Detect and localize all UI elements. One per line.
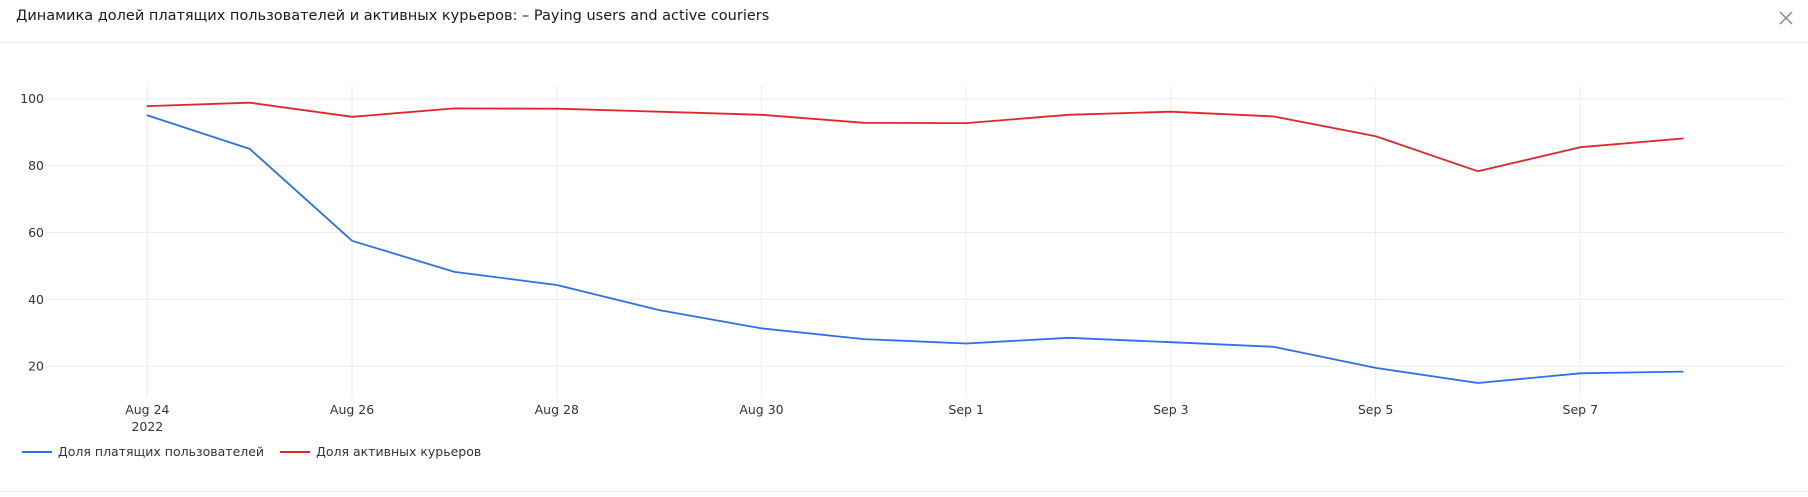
x-tick-label: Sep 5 bbox=[1358, 402, 1394, 417]
chart-legend: Доля платящих пользователей Доля активны… bbox=[22, 444, 481, 459]
legend-label: Доля активных курьеров bbox=[316, 444, 482, 459]
x-tick-label: Aug 30 bbox=[739, 402, 783, 417]
chart-grid bbox=[45, 86, 1785, 398]
x-tick-label: Sep 1 bbox=[948, 402, 984, 417]
legend-label: Доля платящих пользователей bbox=[58, 444, 265, 459]
x-tick-label: Aug 28 bbox=[535, 402, 579, 417]
legend-item-active-couriers[interactable]: Доля активных курьеров bbox=[280, 444, 481, 459]
x-tick-label: Sep 3 bbox=[1153, 402, 1189, 417]
y-axis: 20 40 60 80 100 bbox=[20, 91, 44, 374]
line-chart: 20 40 60 80 100 Aug 24 2022 Aug 26 Aug 28 Aug 30… bbox=[20, 86, 1785, 434]
chart-title: Динамика долей платящих пользователей и … bbox=[16, 8, 770, 24]
y-tick-label: 100 bbox=[20, 91, 44, 106]
series-line-active-couriers bbox=[146, 101, 1684, 173]
x-axis: Aug 24 2022 Aug 26 Aug 28 Aug 30 Sep 1 Sep 3 Se… bbox=[125, 402, 1598, 434]
chart-header: Динамика долей платящих пользователей и … bbox=[0, 0, 1808, 43]
legend-swatch bbox=[280, 450, 311, 453]
y-tick-label: 60 bbox=[28, 225, 44, 240]
chart-series bbox=[146, 101, 1684, 384]
x-tick-label: Aug 24 bbox=[125, 402, 169, 417]
legend-item-paying-users[interactable]: Доля платящих пользователей bbox=[22, 444, 264, 459]
close-icon[interactable] bbox=[1774, 6, 1798, 30]
y-tick-label: 20 bbox=[28, 359, 44, 374]
x-tick-sublabel: 2022 bbox=[131, 419, 163, 434]
y-tick-label: 80 bbox=[28, 158, 44, 173]
series-line-paying-users bbox=[146, 114, 1684, 384]
legend-swatch bbox=[22, 450, 52, 453]
x-tick-label: Sep 7 bbox=[1563, 402, 1599, 417]
y-tick-label: 40 bbox=[28, 292, 44, 307]
x-tick-label: Aug 26 bbox=[330, 402, 374, 417]
divider bbox=[0, 491, 1808, 492]
